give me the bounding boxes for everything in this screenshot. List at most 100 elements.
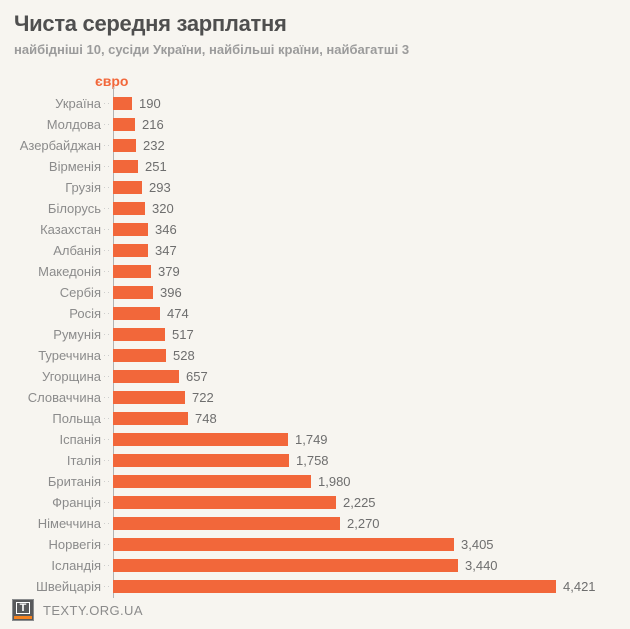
- bar: [113, 538, 454, 551]
- tick-dots: ··: [103, 434, 111, 444]
- chart-row: Вірменія ·· 251: [0, 156, 630, 177]
- bar: [113, 223, 148, 236]
- bar: [113, 286, 153, 299]
- country-label: Туреччина: [38, 348, 101, 363]
- page-title: Чиста середня зарплатня: [14, 11, 287, 36]
- country-label: Молдова: [46, 117, 101, 132]
- value-label: 657: [186, 369, 208, 384]
- value-label: 474: [167, 306, 189, 321]
- value-label: 346: [155, 222, 177, 237]
- country-label: Азербайджан: [19, 138, 101, 153]
- tick-dots: ··: [103, 161, 111, 171]
- value-label: 2,225: [343, 495, 376, 510]
- country-label: Білорусь: [47, 201, 101, 216]
- tick-dots: ··: [103, 119, 111, 129]
- tick-dots: ··: [103, 476, 111, 486]
- value-label: 396: [160, 285, 182, 300]
- chart-row: Німеччина ·· 2,270: [0, 513, 630, 534]
- bar: [113, 391, 185, 404]
- bar: [113, 265, 151, 278]
- chart-row: Македонія ·· 379: [0, 261, 630, 282]
- chart-row: Білорусь ·· 320: [0, 198, 630, 219]
- chart-row: Росія ·· 474: [0, 303, 630, 324]
- bar: [113, 97, 132, 110]
- chart-row: Британія ·· 1,980: [0, 471, 630, 492]
- footer: T TEXTY.ORG.UA: [12, 599, 143, 621]
- value-label: 347: [155, 243, 177, 258]
- value-label: 528: [173, 348, 195, 363]
- bar: [113, 244, 148, 257]
- tick-dots: ··: [103, 266, 111, 276]
- chart-row: Норвегія ·· 3,405: [0, 534, 630, 555]
- tick-dots: ··: [103, 497, 111, 507]
- value-label: 1,749: [295, 432, 328, 447]
- bar: [113, 118, 135, 131]
- chart-row: Швейцарія ·· 4,421: [0, 576, 630, 597]
- tick-dots: ··: [103, 413, 111, 423]
- chart-row: Молдова ·· 216: [0, 114, 630, 135]
- value-label: 517: [172, 327, 194, 342]
- tick-dots: ··: [103, 455, 111, 465]
- value-label: 190: [139, 96, 161, 111]
- country-label: Німеччина: [37, 516, 101, 531]
- bar: [113, 307, 160, 320]
- chart-row: Сербія ·· 396: [0, 282, 630, 303]
- bar: [113, 160, 138, 173]
- value-label: 722: [192, 390, 214, 405]
- chart-row: Іспанія ·· 1,749: [0, 429, 630, 450]
- bar: [113, 349, 166, 362]
- country-label: Сербія: [59, 285, 101, 300]
- chart-row: Польща ·· 748: [0, 408, 630, 429]
- tick-dots: ··: [103, 350, 111, 360]
- value-label: 1,980: [318, 474, 351, 489]
- unit-label: євро: [95, 73, 129, 89]
- value-label: 3,440: [465, 558, 498, 573]
- tick-dots: ··: [103, 203, 111, 213]
- country-label: Італія: [66, 453, 101, 468]
- bar: [113, 559, 458, 572]
- bar: [113, 328, 165, 341]
- bar: [113, 412, 188, 425]
- country-label: Україна: [55, 96, 101, 111]
- chart-row: Азербайджан ·· 232: [0, 135, 630, 156]
- country-label: Македонія: [38, 264, 101, 279]
- texty-logo: T: [12, 599, 34, 621]
- country-label: Словаччина: [27, 390, 101, 405]
- value-label: 379: [158, 264, 180, 279]
- country-label: Швейцарія: [36, 579, 101, 594]
- tick-dots: ··: [103, 392, 111, 402]
- bar: [113, 580, 556, 593]
- country-label: Казахстан: [40, 222, 101, 237]
- tick-dots: ··: [103, 245, 111, 255]
- country-label: Франція: [52, 495, 101, 510]
- logo-stripe: [14, 616, 32, 619]
- tick-dots: ··: [103, 287, 111, 297]
- chart-row: Італія ·· 1,758: [0, 450, 630, 471]
- chart-row: Румунія ·· 517: [0, 324, 630, 345]
- value-label: 232: [143, 138, 165, 153]
- value-label: 293: [149, 180, 171, 195]
- bar: [113, 517, 340, 530]
- chart-row: Франція ·· 2,225: [0, 492, 630, 513]
- country-label: Польща: [52, 411, 101, 426]
- country-label: Іспанія: [59, 432, 102, 447]
- bar: [113, 496, 336, 509]
- chart-row: Туреччина ·· 528: [0, 345, 630, 366]
- value-label: 251: [145, 159, 167, 174]
- value-label: 4,421: [563, 579, 596, 594]
- value-label: 1,758: [296, 453, 329, 468]
- value-label: 2,270: [347, 516, 380, 531]
- value-label: 320: [152, 201, 174, 216]
- tick-dots: ··: [103, 182, 111, 192]
- country-label: Румунія: [53, 327, 101, 342]
- logo-letter: T: [16, 602, 30, 614]
- chart-row: Ісландія ·· 3,440: [0, 555, 630, 576]
- chart-row: Грузія ·· 293: [0, 177, 630, 198]
- chart-row: Албанія ·· 347: [0, 240, 630, 261]
- country-label: Британія: [47, 474, 101, 489]
- chart-row: Казахстан ·· 346: [0, 219, 630, 240]
- tick-dots: ··: [103, 560, 111, 570]
- tick-dots: ··: [103, 518, 111, 528]
- bar: [113, 181, 142, 194]
- y-axis-line: [113, 87, 114, 598]
